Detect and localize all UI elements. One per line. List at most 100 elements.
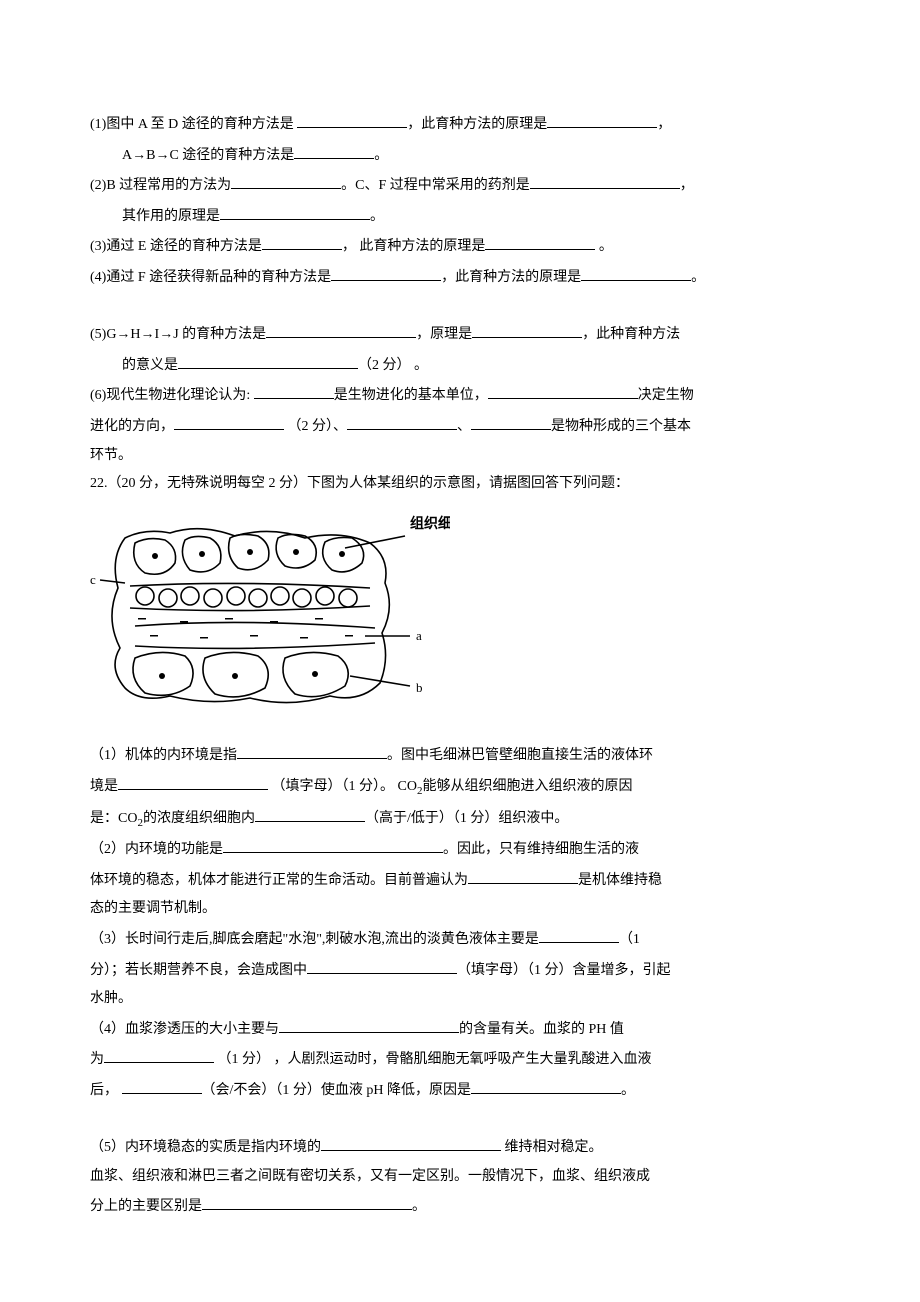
fill-blank[interactable]: [254, 381, 334, 399]
fill-blank[interactable]: [547, 110, 657, 128]
text: 其作用的原理是: [122, 209, 220, 224]
q21-line4: 其作用的原理是。: [90, 202, 830, 231]
fill-blank[interactable]: [294, 141, 374, 159]
text: ，此种育种方法: [582, 327, 680, 342]
text: 境是: [90, 779, 118, 794]
q22-line2: 境是 （填字母）（1 分）。 CO2能够从组织细胞进入组织液的原因: [90, 772, 830, 802]
fill-blank[interactable]: [581, 263, 691, 281]
fill-blank[interactable]: [279, 1015, 459, 1033]
text: (2)B 过程常用的方法为: [90, 178, 231, 193]
question-21: (1)图中 A 至 D 途径的育种方法是 ，此育种方法的原理是， A→B→C 途…: [90, 110, 830, 469]
text: 决定生物: [638, 388, 694, 403]
text: 环节。: [90, 448, 132, 463]
text: 的意义是: [122, 358, 178, 373]
fill-blank[interactable]: [255, 804, 365, 822]
text: （4）血浆渗透压的大小主要与: [90, 1022, 279, 1037]
fill-blank[interactable]: [472, 320, 582, 338]
text: （1 分） ，人剧烈运动时，骨骼肌细胞无氧呼吸产生大量乳酸进入血液: [214, 1052, 652, 1067]
fill-blank[interactable]: [471, 412, 551, 430]
text: （2）内环境的功能是: [90, 842, 223, 857]
text: 。C、F 过程中常采用的药剂是: [341, 178, 530, 193]
fill-blank[interactable]: [331, 263, 441, 281]
q21-line10: 进化的方向， （2 分）、、是物种形成的三个基本: [90, 412, 830, 441]
fill-blank[interactable]: [223, 835, 443, 853]
fill-blank[interactable]: [488, 381, 638, 399]
text: 水肿。: [90, 991, 132, 1006]
text: 。: [374, 148, 388, 163]
q22-line3: 是：CO2的浓度组织细胞内（高于/低于）（1 分）组织液中。: [90, 804, 830, 834]
q22-line9: 水肿。: [90, 986, 830, 1013]
fill-blank[interactable]: [237, 741, 387, 759]
q22-line10: （4）血浆渗透压的大小主要与 的含量有关。血浆的 PH 值: [90, 1015, 830, 1044]
text: （1）机体的内环境是指: [90, 748, 237, 763]
text: 是物种形成的三个基本: [551, 419, 691, 434]
fill-blank[interactable]: [231, 171, 341, 189]
text: 为: [90, 1052, 104, 1067]
fill-blank[interactable]: [104, 1045, 214, 1063]
fill-blank[interactable]: [530, 171, 680, 189]
text: 体环境的稳态，机体才能进行正常的生命活动。目前普遍认为: [90, 873, 468, 888]
text: ，: [680, 178, 694, 193]
q21-line1: (1)图中 A 至 D 途径的育种方法是 ，此育种方法的原理是，: [90, 110, 830, 139]
fill-blank[interactable]: [174, 412, 284, 430]
q22-line4: （2）内环境的功能是。因此，只有维持细胞生活的液: [90, 835, 830, 864]
text: A→B→C 途径的育种方法是: [122, 148, 294, 163]
text: （2 分）、: [284, 419, 347, 434]
text: 分上的主要区别是: [90, 1199, 202, 1214]
text: 分）；若长期营养不良，会造成图中: [90, 963, 307, 978]
text: ，: [657, 117, 671, 132]
text: （2 分） 。: [358, 358, 428, 373]
text: 维持相对稳定。: [501, 1140, 603, 1155]
text: ，原理是: [416, 327, 472, 342]
text: 。: [691, 270, 705, 285]
fill-blank[interactable]: [468, 866, 578, 884]
fill-blank[interactable]: [307, 956, 457, 974]
fill-blank[interactable]: [262, 232, 342, 250]
text: 能够从组织细胞进入组织液的原因: [422, 779, 632, 794]
fill-blank[interactable]: [297, 110, 407, 128]
text: （会/不会）（1 分）使血液 pH 降低，原因是: [202, 1083, 472, 1098]
fill-blank[interactable]: [118, 772, 268, 790]
fill-blank[interactable]: [471, 1076, 621, 1094]
text: (5)G→H→I→J 的育种方法是: [90, 327, 266, 342]
fill-blank[interactable]: [122, 1076, 202, 1094]
text: （3）长时间行走后,脚底会磨起"水泡",刺破水泡,流出的淡黄色液体主要是: [90, 932, 539, 947]
text: 。: [412, 1199, 426, 1214]
q21-line8: 的意义是 （2 分） 。: [90, 351, 830, 380]
q22-line5: 体环境的稳态，机体才能进行正常的生命活动。目前普遍认为是机体维持稳: [90, 866, 830, 895]
q21-line11: 环节。: [90, 443, 830, 470]
fill-blank[interactable]: [539, 925, 619, 943]
text: 是生物进化的基本单位，: [334, 388, 488, 403]
q22-line7: （3）长时间行走后,脚底会磨起"水泡",刺破水泡,流出的淡黄色液体主要是 （1: [90, 925, 830, 954]
fill-blank[interactable]: [321, 1133, 501, 1151]
fill-blank[interactable]: [485, 232, 595, 250]
q21-line5: (3)通过 E 途径的育种方法是， 此育种方法的原理是 。: [90, 232, 830, 261]
q21-line7: (5)G→H→I→J 的育种方法是 ，原理是 ，此种育种方法: [90, 320, 830, 349]
question-22: 22.（20 分，无特殊说明每空 2 分）下图为人体某组织的示意图，请据图回答下…: [90, 471, 830, 1221]
q22-line8: 分）；若长期营养不良，会造成图中 （填字母）（1 分）含量增多，引起: [90, 956, 830, 985]
text: 。: [621, 1083, 635, 1098]
q21-line9: (6)现代生物进化理论认为: 是生物进化的基本单位，决定生物: [90, 381, 830, 410]
text: (3)通过 E 途径的育种方法是: [90, 239, 262, 254]
text: 、: [457, 419, 471, 434]
text: 。图中毛细淋巴管壁细胞直接生活的液体环: [387, 748, 653, 763]
fill-blank[interactable]: [266, 320, 416, 338]
text: （1: [619, 932, 640, 947]
q22-line6: 态的主要调节机制。: [90, 896, 830, 923]
fill-blank[interactable]: [347, 412, 457, 430]
q22-line15: 分上的主要区别是 。: [90, 1192, 830, 1221]
fill-blank[interactable]: [178, 351, 358, 369]
text: ，此育种方法的原理是: [441, 270, 581, 285]
q21-line6: (4)通过 F 途径获得新品种的育种方法是，此育种方法的原理是。: [90, 263, 830, 292]
q22-line13: （5）内环境稳态的实质是指内环境的 维持相对稳定。: [90, 1133, 830, 1162]
text: （高于/低于）（1 分）组织液中。: [365, 811, 568, 826]
q22-line14: 血浆、组织液和淋巴三者之间既有密切关系，又有一定区别。一般情况下，血浆、组织液成: [90, 1164, 830, 1191]
text: 的含量有关。血浆的 PH 值: [459, 1022, 624, 1037]
fill-blank[interactable]: [220, 202, 370, 220]
q22-line11: 为 （1 分） ，人剧烈运动时，骨骼肌细胞无氧呼吸产生大量乳酸进入血液: [90, 1045, 830, 1074]
text: （填字母）（1 分）含量增多，引起: [457, 963, 671, 978]
diagram-top-label: 组织细胞: [410, 515, 450, 532]
fill-blank[interactable]: [202, 1192, 412, 1210]
diagram-label-b: b: [416, 680, 423, 695]
text: 的浓度组织细胞内: [143, 811, 255, 826]
